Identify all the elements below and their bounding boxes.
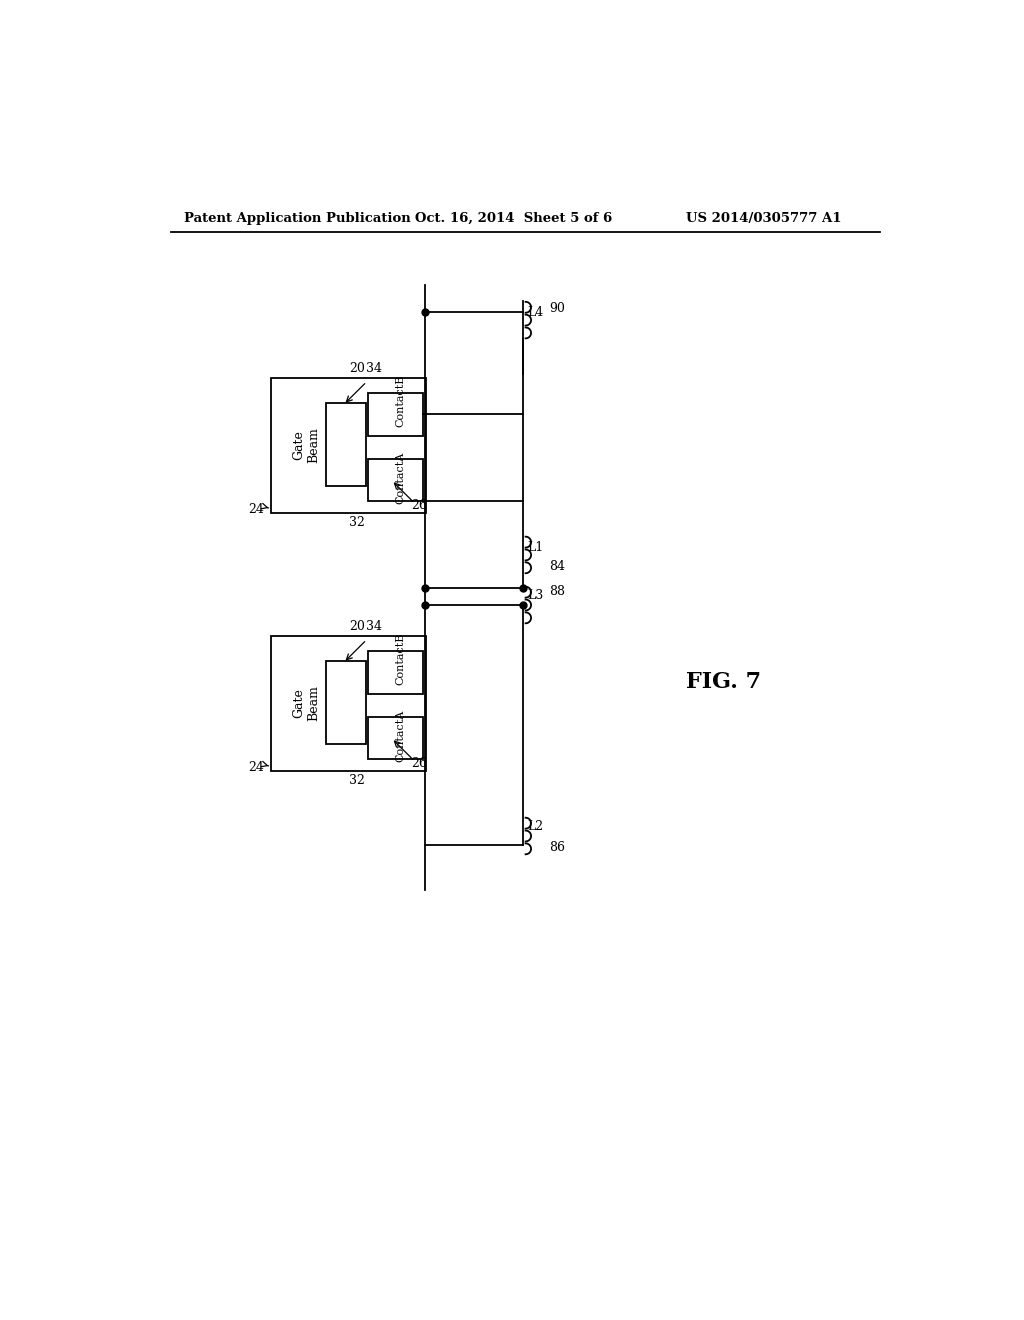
Text: 32: 32 xyxy=(349,516,365,529)
Text: US 2014/0305777 A1: US 2014/0305777 A1 xyxy=(686,213,842,224)
Text: ContactB: ContactB xyxy=(396,632,406,685)
Text: Oct. 16, 2014  Sheet 5 of 6: Oct. 16, 2014 Sheet 5 of 6 xyxy=(415,213,612,224)
Text: ContactA: ContactA xyxy=(396,710,406,762)
Bar xyxy=(369,459,423,502)
Text: 34: 34 xyxy=(367,620,382,634)
Text: 34: 34 xyxy=(367,363,382,375)
Text: 20: 20 xyxy=(349,363,365,375)
Text: L4: L4 xyxy=(527,306,544,319)
Text: Gate: Gate xyxy=(292,430,305,459)
Text: 24: 24 xyxy=(248,760,264,774)
Bar xyxy=(326,404,366,486)
Bar xyxy=(369,393,423,436)
Text: 90: 90 xyxy=(549,302,564,315)
Text: Patent Application Publication: Patent Application Publication xyxy=(183,213,411,224)
Text: 84: 84 xyxy=(549,560,565,573)
Text: Beam: Beam xyxy=(307,426,321,463)
Text: L1: L1 xyxy=(527,541,544,554)
Bar xyxy=(271,636,426,771)
Text: 86: 86 xyxy=(549,841,565,854)
Text: Gate: Gate xyxy=(292,688,305,718)
Text: FIG. 7: FIG. 7 xyxy=(686,671,761,693)
Text: L2: L2 xyxy=(527,820,544,833)
Text: ContactA: ContactA xyxy=(396,451,406,504)
Text: L3: L3 xyxy=(527,589,544,602)
Bar xyxy=(326,661,366,744)
Text: 20: 20 xyxy=(349,620,365,634)
Text: 26: 26 xyxy=(411,756,427,770)
Text: Beam: Beam xyxy=(307,685,321,721)
Bar xyxy=(369,717,423,759)
Text: 32: 32 xyxy=(349,774,365,787)
Text: 24: 24 xyxy=(248,503,264,516)
Text: ContactB: ContactB xyxy=(396,375,406,428)
Bar xyxy=(369,651,423,693)
Text: 26: 26 xyxy=(411,499,427,512)
Bar xyxy=(271,378,426,512)
Text: 88: 88 xyxy=(549,585,565,598)
